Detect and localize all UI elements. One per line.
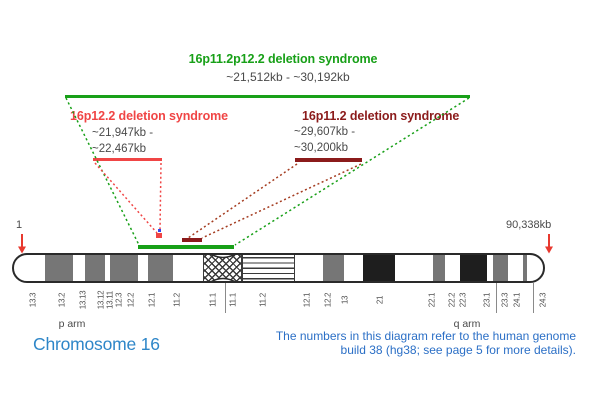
chromosome-end-position: 90,338kb [506, 219, 552, 231]
band-q12.1 [295, 253, 323, 283]
p112-syndrome-underline [295, 158, 362, 162]
band-p13.2 [45, 253, 73, 283]
band-label-separator [533, 283, 534, 313]
combined-region-bar [138, 245, 234, 249]
band-label-separator [496, 283, 497, 313]
darkred-dotted-line-right [201, 163, 362, 239]
darkred-dotted-line-left [187, 163, 298, 239]
band-label-12.3: 12.3 [114, 292, 124, 308]
band-p13.12 [85, 253, 105, 283]
p122-syndrome-range-2: ~22,467kb [92, 143, 147, 155]
band-q24.2 [523, 253, 527, 283]
p122-syndrome-underline [93, 158, 162, 161]
band-p11.2 [173, 253, 203, 283]
band-p13.13 [73, 253, 85, 283]
band-label-11.2: 11.2 [172, 293, 182, 307]
band-q21 [363, 253, 395, 283]
band-p13.3 [12, 253, 45, 283]
band-label-23.3: 23.3 [500, 292, 510, 308]
band-q22.2 [433, 253, 445, 283]
band-q23.2 [487, 253, 493, 283]
band-q11.2 [242, 253, 295, 283]
band-label-12.2: 12.2 [323, 292, 333, 308]
band-label-13.11: 13.11 [105, 291, 115, 309]
band-label-12.1: 12.1 [147, 292, 157, 308]
red-dotted-line-left [94, 162, 158, 234]
p112-region-bar [182, 238, 202, 242]
p112-syndrome-range-1: ~29,607kb - [294, 126, 356, 138]
p112-syndrome-title: 16p11.2 deletion syndrome [302, 109, 460, 123]
band-q23.1 [460, 253, 487, 283]
p122-syndrome-title: 16p12.2 deletion syndrome [70, 109, 228, 123]
q-arm-label: q arm [453, 318, 481, 330]
band-label-22.2: 22.2 [447, 292, 457, 308]
band-label-24.1: 24.1 [512, 292, 522, 308]
chromosome-title: Chromosome 16 [33, 334, 160, 354]
band-q22.1 [395, 253, 433, 283]
band-label-13.13: 13.13 [78, 290, 88, 310]
start-arrow-icon [18, 234, 26, 254]
combined-syndrome-bracket-line [65, 95, 470, 98]
band-label-13.3: 13.3 [28, 292, 38, 308]
band-label-13: 13 [340, 295, 350, 305]
band-label-23.1: 23.1 [482, 292, 492, 308]
chromosome-ideogram [12, 253, 545, 283]
chromosome-start-position: 1 [16, 219, 23, 231]
band-q12.2 [323, 253, 344, 283]
band-label-21: 21 [375, 295, 385, 305]
band-q24.1 [508, 253, 523, 283]
band-p12.2 [138, 253, 148, 283]
p112-syndrome-range-2: ~30,200kb [294, 142, 349, 154]
band-label-11.1: 11.1 [228, 293, 238, 307]
band-p12.1 [148, 253, 173, 283]
band-label-11.2: 11.2 [258, 293, 268, 307]
combined-syndrome-title: 16p11.2p12.2 deletion syndrome [188, 52, 378, 66]
band-q23.3 [493, 253, 508, 283]
band-q22.3 [445, 253, 460, 283]
genome-build-note-line2: build 38 (hg38; see page 5 for more deta… [340, 342, 576, 357]
band-p12.3 [110, 253, 138, 283]
end-arrow-icon [545, 234, 553, 254]
red-dotted-line-right [159, 162, 162, 231]
band-q13 [344, 253, 363, 283]
band-p13.11 [105, 253, 110, 283]
band-label-22.1: 22.1 [427, 292, 437, 308]
band-label-13.2: 13.2 [57, 292, 67, 308]
p-arm-label: p arm [58, 318, 86, 330]
combined-syndrome-range: ~21,512kb - ~30,192kb [226, 70, 350, 84]
band-label-11.1: 11.1 [208, 293, 218, 307]
band-label-24.3: 24.3 [538, 292, 548, 308]
band-q24.3 [527, 253, 545, 283]
band-label-22.3: 22.3 [458, 292, 468, 308]
p122-region-dot-blue [158, 229, 161, 232]
centromere-pinch [208, 253, 238, 283]
p122-region-marker [156, 233, 162, 238]
band-label-12.2: 12.2 [126, 292, 136, 308]
genome-build-note-line1: The numbers in this diagram refer to the… [275, 329, 576, 343]
band-label-separator [225, 283, 226, 313]
p122-syndrome-range-1: ~21,947kb - [92, 127, 154, 139]
band-label-12.1: 12.1 [302, 292, 312, 308]
band-label-13.12: 13.12 [96, 290, 106, 310]
genome-build-note: The numbers in this diagram refer to the… [246, 329, 576, 358]
